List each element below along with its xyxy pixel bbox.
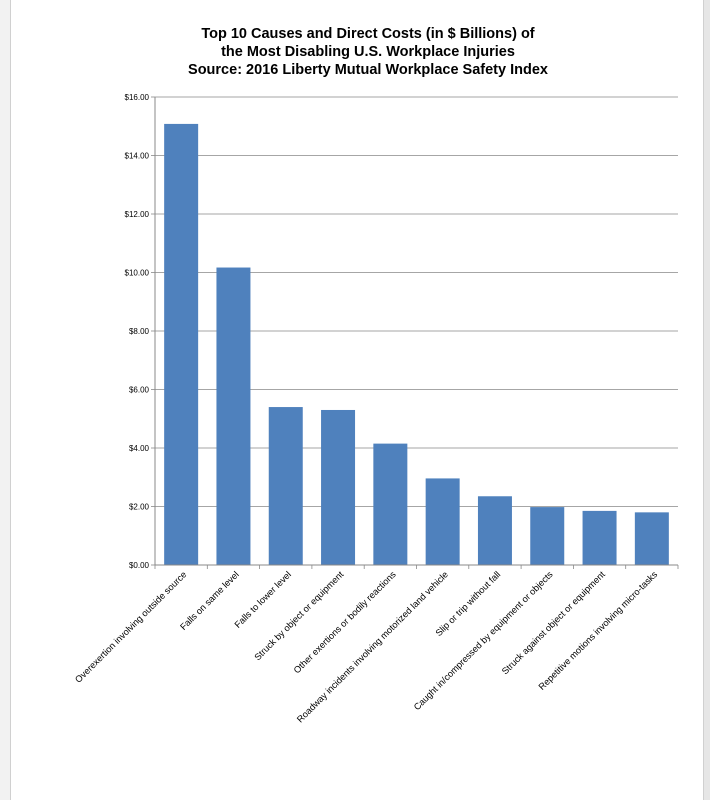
- bar: [425, 478, 460, 565]
- y-axis-tick-labels: $0.00 $2.00 $4.00 $6.00 $8.00 $10.00 $12.00 $14…: [125, 93, 150, 570]
- bar: [216, 267, 251, 565]
- x-category-label: Struck by object or equipment: [252, 569, 345, 662]
- x-category-label: Struck against object or equipment: [500, 569, 607, 676]
- y-tick-label: $8.00: [129, 327, 150, 336]
- y-tick-label: $14.00: [125, 152, 150, 161]
- bar: [321, 409, 356, 565]
- y-tick-label: $2.00: [129, 503, 150, 512]
- chart-frame: [10, 0, 704, 800]
- scrollbar-edge[interactable]: [704, 0, 710, 800]
- bar: [164, 123, 199, 565]
- bars: [164, 123, 669, 565]
- chart-title-line-3: Source: 2016 Liberty Mutual Workplace Sa…: [188, 62, 548, 78]
- chart-title-line-1: Top 10 Causes and Direct Costs (in $ Bil…: [201, 26, 534, 42]
- x-category-label: Falls to lower level: [233, 569, 294, 630]
- y-tick-label: $6.00: [129, 386, 150, 395]
- bar: [530, 507, 565, 565]
- x-category-label: Other exertions or bodily reactions: [292, 569, 398, 675]
- x-category-label: Overexertion involving outside source: [73, 569, 188, 684]
- axes: [154, 97, 678, 566]
- y-tick-label: $10.00: [125, 269, 150, 278]
- y-tick-label: $16.00: [125, 93, 150, 102]
- bar: [582, 510, 617, 565]
- x-axis-category-labels: Overexertion involving outside source Fal…: [73, 569, 659, 724]
- bar: [477, 496, 512, 565]
- bar: [268, 407, 303, 565]
- chart-title-line-2: the Most Disabling U.S. Workplace Injuri…: [221, 44, 515, 60]
- y-tick-label: $4.00: [129, 444, 150, 453]
- y-tick-label: $12.00: [125, 210, 150, 219]
- bar: [634, 512, 669, 565]
- bar: [373, 443, 408, 565]
- x-category-label: Repetitive motions involving micro-tasks: [537, 569, 660, 692]
- chart-title: Top 10 Causes and Direct Costs (in $ Bil…: [188, 26, 548, 78]
- y-tick-label: $0.00: [129, 561, 150, 570]
